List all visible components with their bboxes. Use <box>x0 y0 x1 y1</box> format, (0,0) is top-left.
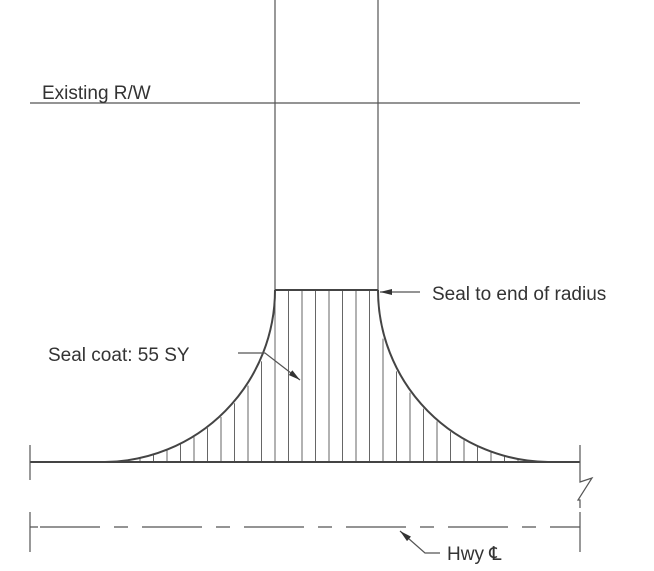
break-line <box>29 512 38 552</box>
break-line <box>576 445 594 508</box>
radius-left <box>104 289 276 463</box>
label: Seal coat: 55 SY <box>48 345 190 366</box>
leader <box>238 352 301 381</box>
label: Existing R/W <box>42 83 151 104</box>
label: Hwy ℄ <box>447 544 502 565</box>
hatching <box>139 290 519 462</box>
label: Seal to end of radius <box>432 284 606 305</box>
radius-right <box>377 289 549 463</box>
leader <box>399 530 440 554</box>
